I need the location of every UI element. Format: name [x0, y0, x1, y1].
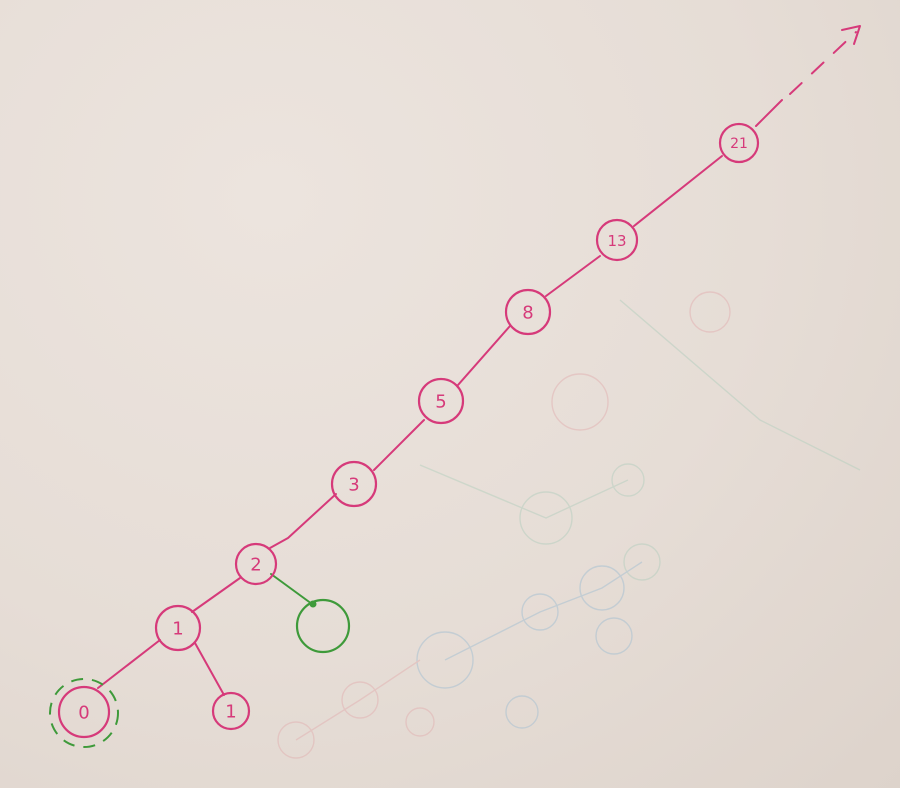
ghost-circle	[595, 617, 633, 655]
edge-3-5	[373, 419, 425, 471]
node-circle	[417, 377, 465, 425]
node-21: 21	[718, 122, 760, 164]
node-3: 3	[330, 460, 378, 508]
node-label: 13	[607, 232, 626, 250]
ghost-line	[295, 659, 421, 741]
ghost-circle	[611, 463, 645, 497]
empty-node-dot	[309, 600, 317, 608]
edge-0-1	[97, 639, 161, 689]
edge-1-1	[194, 642, 225, 696]
ghost-circle	[416, 631, 474, 689]
ghost-circle	[405, 707, 435, 737]
ghost-circle	[519, 491, 573, 545]
ghost-circle	[277, 721, 315, 759]
node-8: 8	[504, 288, 552, 336]
edge-13-21	[633, 155, 723, 227]
edge-8-13	[545, 255, 601, 297]
node-label: 2	[250, 555, 261, 576]
ghost-circle	[521, 593, 559, 631]
ghost-line	[444, 561, 643, 661]
ghost-line	[419, 464, 629, 519]
green-branch	[270, 573, 351, 654]
node-1-parent: 1	[154, 604, 202, 652]
node-circle	[504, 288, 552, 336]
node-circle	[718, 122, 760, 164]
ghost-line	[619, 299, 861, 471]
ghost-circle	[623, 543, 661, 581]
node-1-leaf: 1	[211, 691, 251, 731]
arrowhead	[841, 25, 861, 45]
edge-21-continues	[755, 99, 783, 127]
ghost-circle	[551, 373, 609, 431]
edge-2-3	[269, 493, 337, 549]
empty-node	[295, 598, 351, 654]
node-5: 5	[417, 377, 465, 425]
node-circle	[211, 691, 251, 731]
ghost-circle	[579, 565, 625, 611]
node-label: 5	[435, 392, 446, 413]
node-circle	[57, 685, 111, 739]
node-label: 0	[78, 703, 89, 724]
node-circle	[154, 604, 202, 652]
node-circle	[330, 460, 378, 508]
node-label: 8	[522, 303, 533, 324]
node-0-highlight	[49, 678, 119, 748]
ghost-circle	[689, 291, 731, 333]
node-label: 1	[225, 702, 236, 723]
continuation-dashed-line	[789, 31, 857, 95]
tree-nodes: 0 1 1 2 3 5 8 13	[57, 122, 760, 739]
node-2: 2	[234, 542, 278, 586]
edge-1-2	[191, 577, 241, 613]
edge-2-empty	[270, 573, 313, 605]
ghost-circle	[341, 681, 379, 719]
tree-edges	[97, 25, 861, 696]
node-label: 3	[348, 475, 359, 496]
node-circle	[595, 218, 639, 262]
edge-5-8	[457, 325, 511, 386]
node-label: 1	[172, 619, 183, 640]
node-0: 0	[57, 685, 111, 739]
node-13: 13	[595, 218, 639, 262]
show-through-sketch	[277, 291, 861, 759]
node-label: 21	[730, 136, 748, 152]
node-circle	[234, 542, 278, 586]
ghost-circle	[505, 695, 539, 729]
